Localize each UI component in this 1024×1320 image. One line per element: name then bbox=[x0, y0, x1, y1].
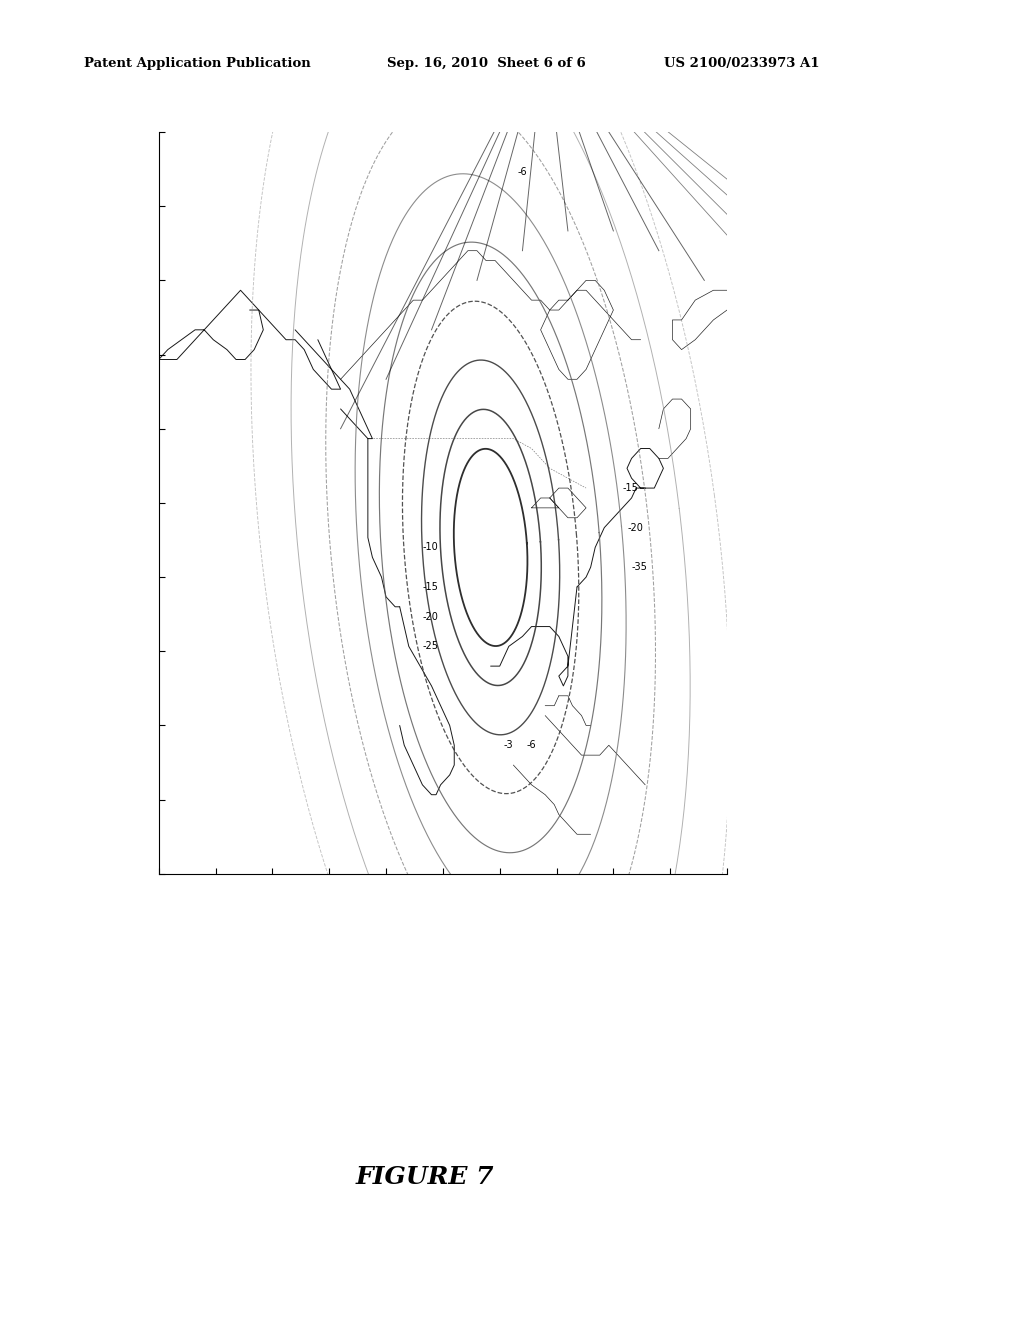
Text: Patent Application Publication: Patent Application Publication bbox=[84, 57, 310, 70]
Text: US 2100/0233973 A1: US 2100/0233973 A1 bbox=[664, 57, 819, 70]
Text: -20: -20 bbox=[627, 523, 643, 533]
Text: -35: -35 bbox=[632, 562, 647, 572]
Text: -3: -3 bbox=[504, 741, 514, 750]
Text: -6: -6 bbox=[526, 741, 537, 750]
Text: Sep. 16, 2010  Sheet 6 of 6: Sep. 16, 2010 Sheet 6 of 6 bbox=[387, 57, 586, 70]
Text: -15: -15 bbox=[423, 582, 438, 591]
Text: -15: -15 bbox=[623, 483, 638, 494]
Text: -25: -25 bbox=[423, 642, 438, 651]
Text: FIGURE 7: FIGURE 7 bbox=[355, 1166, 495, 1189]
Text: -10: -10 bbox=[423, 543, 438, 553]
Text: -6: -6 bbox=[518, 166, 527, 177]
Text: -20: -20 bbox=[423, 611, 438, 622]
